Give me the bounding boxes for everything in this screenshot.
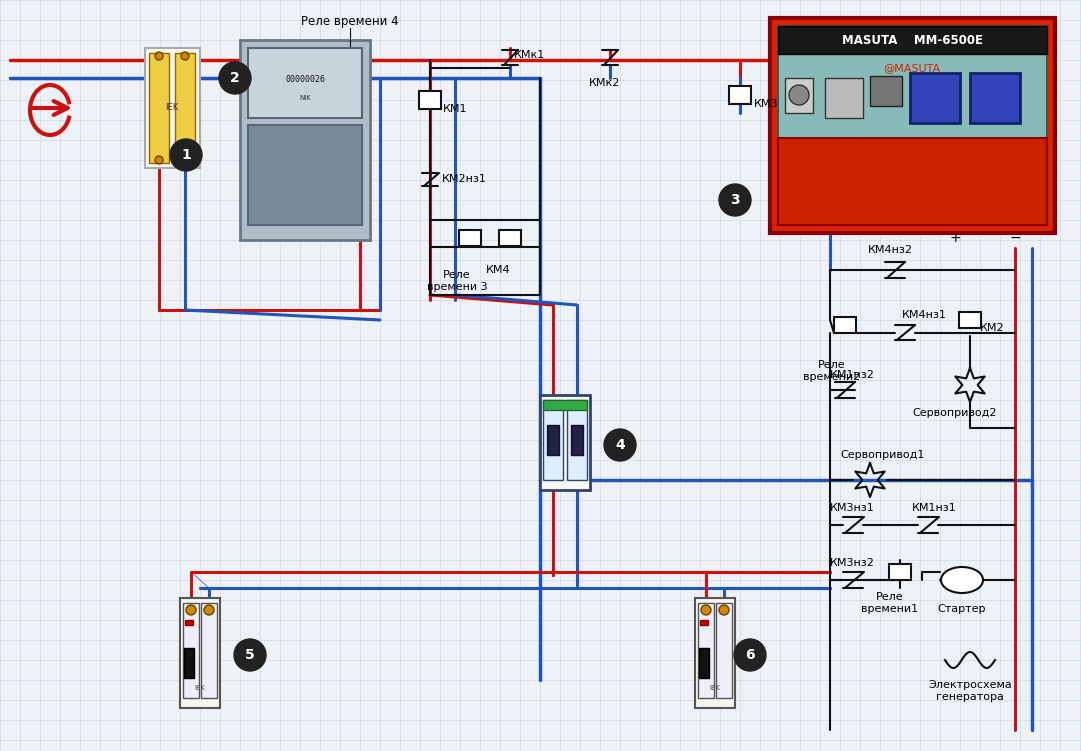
Text: IEK: IEK: [195, 685, 205, 691]
Bar: [248, 48, 362, 118]
Bar: [870, 76, 902, 106]
Bar: [419, 91, 441, 109]
Text: 1: 1: [182, 148, 191, 162]
Bar: [959, 312, 980, 328]
Text: MASUTA    MM-6500E: MASUTA MM-6500E: [841, 34, 983, 47]
Circle shape: [219, 62, 251, 94]
Bar: [543, 400, 587, 410]
Text: Реле
времени 3: Реле времени 3: [427, 270, 488, 291]
Text: Реле
времени2: Реле времени2: [803, 360, 860, 382]
Text: 00000026: 00000026: [285, 76, 325, 85]
Bar: [699, 648, 709, 678]
Text: КМ4: КМ4: [485, 265, 510, 275]
Text: КМк1: КМк1: [513, 50, 545, 60]
Bar: [785, 78, 813, 113]
Bar: [540, 395, 590, 490]
Circle shape: [204, 605, 214, 615]
Bar: [547, 425, 559, 455]
Text: +: +: [949, 231, 961, 245]
Text: 6: 6: [745, 648, 755, 662]
Text: КМ3: КМ3: [755, 99, 778, 109]
Text: КМ2нз1: КМ2нз1: [442, 174, 486, 184]
Bar: [778, 138, 1047, 225]
Bar: [778, 26, 1047, 225]
Bar: [240, 40, 370, 240]
Bar: [568, 400, 587, 480]
Circle shape: [170, 139, 202, 171]
Bar: [910, 73, 960, 123]
Bar: [778, 26, 1047, 54]
Bar: [716, 603, 732, 698]
Circle shape: [181, 156, 189, 164]
Bar: [184, 648, 193, 678]
Text: Электросхема
генератора: Электросхема генератора: [929, 680, 1012, 701]
Text: 3: 3: [730, 193, 739, 207]
Circle shape: [789, 85, 809, 105]
Bar: [889, 564, 911, 580]
Circle shape: [604, 429, 636, 461]
Bar: [700, 620, 708, 625]
Bar: [149, 53, 169, 163]
Circle shape: [186, 605, 196, 615]
Text: @MASUTA: @MASUTA: [883, 63, 940, 73]
Bar: [695, 598, 735, 708]
Text: КМ3нз2: КМ3нз2: [830, 558, 875, 568]
Text: IEK: IEK: [709, 685, 720, 691]
Text: IEK: IEK: [165, 104, 178, 113]
Text: Сервопривод1: Сервопривод1: [840, 450, 924, 460]
Bar: [499, 230, 521, 246]
Text: КМ2: КМ2: [980, 323, 1004, 333]
Text: КМк2: КМк2: [589, 78, 620, 88]
Text: Сервопривод2: Сервопривод2: [912, 408, 998, 418]
Ellipse shape: [940, 567, 983, 593]
Circle shape: [719, 605, 729, 615]
Bar: [543, 400, 563, 480]
Circle shape: [719, 184, 751, 216]
Bar: [835, 317, 856, 333]
Bar: [770, 18, 1055, 233]
Circle shape: [155, 52, 163, 60]
Text: Реле
времени1: Реле времени1: [862, 592, 919, 614]
Bar: [145, 48, 200, 168]
Text: 4: 4: [615, 438, 625, 452]
Bar: [181, 598, 221, 708]
Bar: [201, 603, 217, 698]
Bar: [825, 78, 863, 118]
Bar: [248, 125, 362, 225]
Circle shape: [181, 52, 189, 60]
Circle shape: [155, 156, 163, 164]
Bar: [729, 86, 751, 104]
Text: −: −: [1010, 231, 1020, 245]
Text: КМ1: КМ1: [443, 104, 467, 114]
Text: КМ4нз2: КМ4нз2: [867, 245, 912, 255]
Text: 5: 5: [245, 648, 255, 662]
Text: КМ1нз1: КМ1нз1: [912, 503, 957, 513]
Bar: [185, 620, 193, 625]
Bar: [183, 603, 199, 698]
Text: КМ3нз1: КМ3нз1: [830, 503, 875, 513]
Bar: [175, 53, 195, 163]
Bar: [698, 603, 713, 698]
Bar: [571, 425, 583, 455]
Text: Реле времени 4: Реле времени 4: [302, 16, 399, 29]
Text: КМ4нз1: КМ4нз1: [902, 310, 947, 320]
Circle shape: [233, 639, 266, 671]
Bar: [459, 230, 481, 246]
Circle shape: [734, 639, 766, 671]
Text: NIK: NIK: [299, 95, 311, 101]
Text: КМ1нз2: КМ1нз2: [830, 370, 875, 380]
Circle shape: [700, 605, 711, 615]
Bar: [970, 73, 1020, 123]
Text: Стартер: Стартер: [937, 604, 986, 614]
Text: 2: 2: [230, 71, 240, 85]
